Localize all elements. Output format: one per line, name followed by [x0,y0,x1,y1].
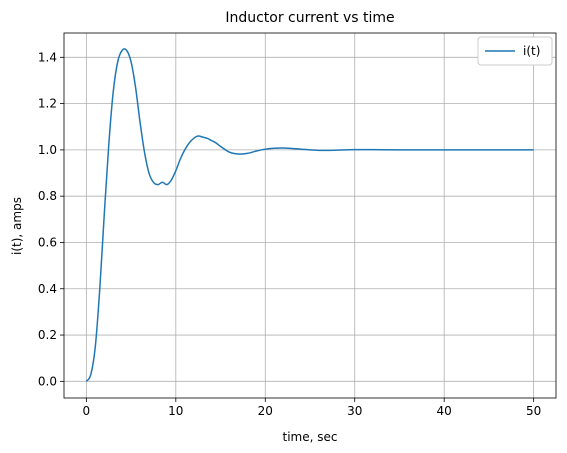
y-tick-label: 0.2 [38,328,57,342]
y-axis-label: i(t), amps [10,197,24,255]
y-tick-label: 0.6 [38,235,57,249]
grid [64,33,556,398]
x-tick-label: 20 [258,404,273,418]
x-ticks: 0 10 20 30 40 50 [83,398,541,418]
y-tick-label: 0.8 [38,189,57,203]
y-tick-label: 1.4 [38,50,57,64]
series-line [85,48,534,382]
legend-label: i(t) [523,44,540,58]
chart-title: Inductor current vs time [225,10,394,26]
y-tick-label: 1.2 [38,97,57,111]
x-tick-label: 30 [347,404,362,418]
x-axis-label: time, sec [283,430,338,444]
series-lines [85,48,534,382]
x-tick-label: 50 [526,404,541,418]
y-tick-label: 0.4 [38,282,57,296]
axes-frame [63,32,557,399]
legend: i(t) [477,36,553,66]
y-tick-label: 1.0 [38,143,57,157]
x-tick-label: 40 [437,404,452,418]
x-tick-label: 0 [83,404,91,418]
y-tick-label: 0.0 [38,374,57,388]
y-ticks: 0.0 0.2 0.4 0.6 0.8 1.0 1.2 1.4 [38,50,64,388]
x-tick-label: 10 [168,404,183,418]
plot-area: 0 10 20 30 40 50 0.0 0.2 0.4 0.6 0.8 1.0 1.2 1.4 [38,32,557,418]
